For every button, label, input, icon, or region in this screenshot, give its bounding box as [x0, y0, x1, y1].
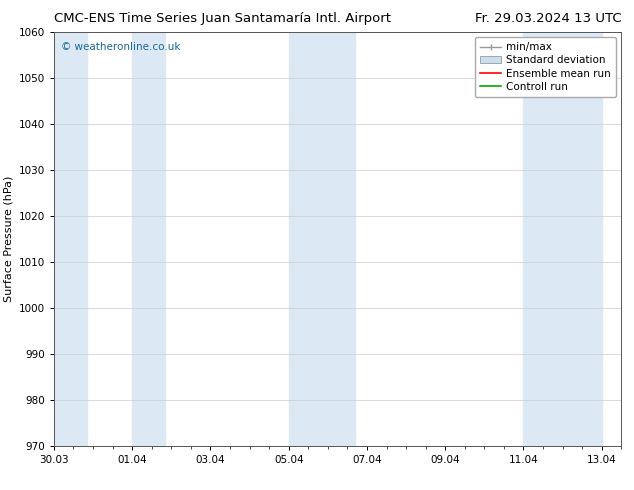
Bar — [524, 32, 602, 446]
Bar — [54, 32, 87, 446]
Text: © weatheronline.co.uk: © weatheronline.co.uk — [61, 42, 180, 52]
Bar — [132, 32, 165, 446]
Text: CMC-ENS Time Series Juan Santamaría Intl. Airport: CMC-ENS Time Series Juan Santamaría Intl… — [54, 12, 391, 25]
Y-axis label: Surface Pressure (hPa): Surface Pressure (hPa) — [3, 176, 13, 302]
Legend: min/max, Standard deviation, Ensemble mean run, Controll run: min/max, Standard deviation, Ensemble me… — [475, 37, 616, 97]
Text: Fr. 29.03.2024 13 UTC: Fr. 29.03.2024 13 UTC — [475, 12, 621, 25]
Bar — [288, 32, 355, 446]
